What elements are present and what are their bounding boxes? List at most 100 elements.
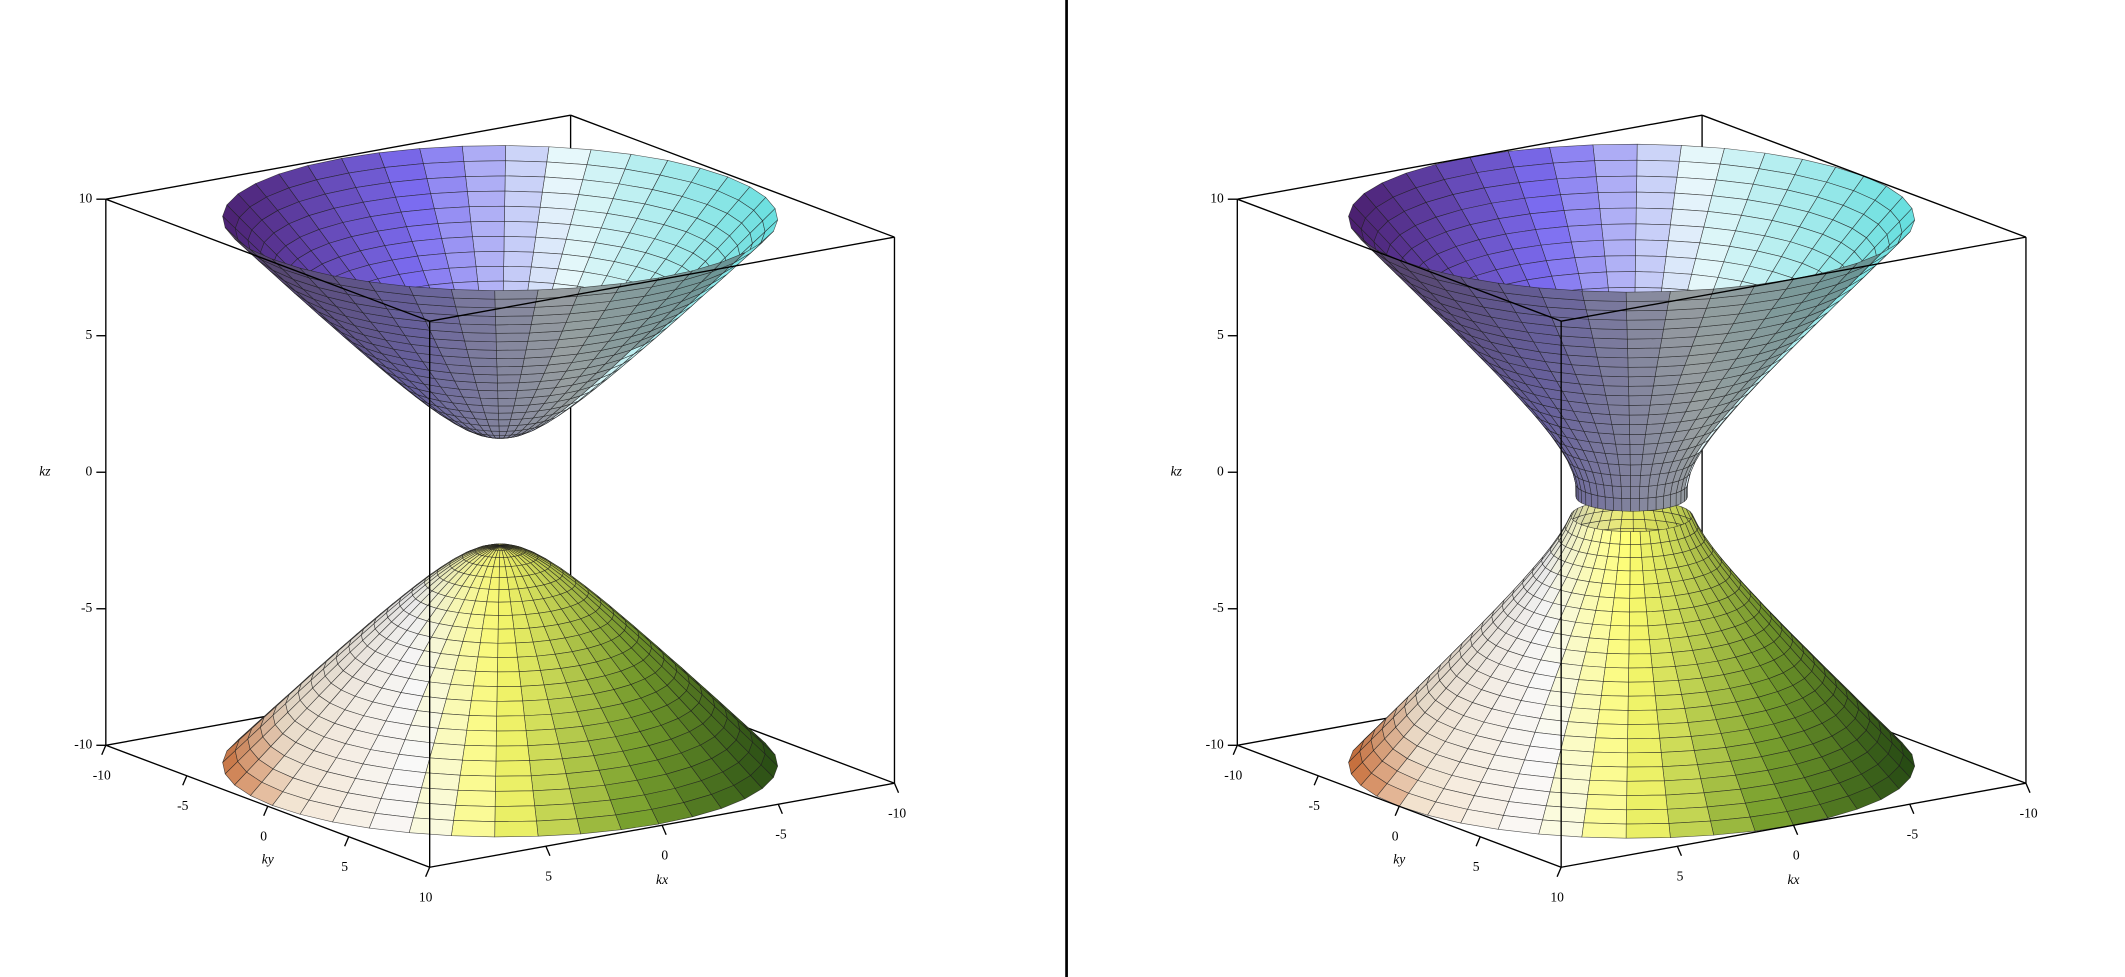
y-tick-label: -10	[1224, 768, 1242, 783]
x-tick	[893, 782, 900, 793]
surface-patch	[1635, 223, 1671, 241]
surface-patch	[1629, 597, 1647, 613]
y-tick	[1556, 866, 1562, 877]
surface-patch	[451, 820, 496, 838]
surface-patch	[546, 146, 592, 165]
surface-patch	[1595, 596, 1615, 612]
surface-patch	[463, 160, 506, 177]
surface-patch	[1621, 498, 1631, 512]
y-axis-label: ky	[1393, 852, 1406, 867]
surface-patch	[1642, 443, 1659, 455]
surface-patch	[1661, 272, 1692, 291]
surface-patch	[1628, 404, 1651, 416]
box-edge	[570, 114, 895, 238]
surface-patch	[1563, 208, 1602, 227]
surface-patch	[1605, 394, 1630, 406]
surface-patch	[486, 419, 500, 427]
surface-patch	[1680, 488, 1685, 504]
surface-patch	[498, 425, 510, 432]
surface-patch	[1643, 583, 1661, 599]
surface-patch	[1625, 808, 1670, 825]
surface-patch	[504, 160, 548, 178]
surface-patch	[1595, 723, 1629, 740]
surface-patch	[1619, 531, 1631, 545]
z-tick-label: 0	[1217, 463, 1224, 478]
surface-patch	[504, 190, 543, 208]
surface-patch	[520, 684, 549, 702]
surface-patch	[1583, 808, 1627, 825]
surface-patch	[498, 601, 513, 616]
surface-patch	[1675, 490, 1682, 506]
surface-patch	[1651, 666, 1679, 683]
surface-patch	[1674, 663, 1703, 681]
surface-patch	[1589, 765, 1628, 782]
surface-patch	[1608, 625, 1630, 641]
surface-patch	[477, 389, 499, 399]
surface-patch	[497, 405, 515, 414]
surface-patch	[468, 357, 498, 368]
surface-patch	[1588, 318, 1628, 330]
surface-patch	[479, 397, 499, 407]
surface-patch	[1626, 319, 1666, 330]
surface-patch	[1590, 328, 1628, 340]
surface-patch	[461, 145, 506, 162]
surface-patch	[1567, 707, 1600, 725]
surface	[222, 145, 778, 838]
surface-patch	[470, 365, 498, 376]
surface-patch	[479, 628, 499, 644]
surface-patch	[1678, 145, 1725, 165]
y-tick-label: 0	[1392, 829, 1399, 844]
y-tick-label: -5	[1309, 798, 1321, 813]
y-tick-label: 10	[419, 890, 433, 905]
surface-patch	[462, 332, 497, 343]
surface-patch	[1671, 650, 1698, 667]
surface-patch	[1647, 496, 1657, 511]
surface-patch	[1627, 723, 1660, 740]
surface-patch	[468, 700, 498, 717]
surface-patch	[1588, 623, 1611, 640]
surface-patch	[1620, 486, 1631, 499]
surface-patch	[1640, 463, 1653, 476]
surface-patch	[1556, 749, 1594, 767]
surface-patch	[1601, 375, 1629, 387]
surface-patch	[494, 820, 539, 838]
surface-patch	[1627, 695, 1657, 711]
surface-patch	[494, 805, 537, 823]
surface-patch	[1603, 667, 1629, 683]
surface-patch	[1651, 384, 1679, 396]
x-tick-label: 0	[1793, 848, 1800, 863]
surface-patch	[1553, 763, 1592, 781]
surface-patch	[537, 206, 575, 225]
surface-patch	[1578, 665, 1606, 682]
surface-patch	[1574, 255, 1607, 274]
y-axis-label: ky	[262, 852, 275, 867]
surface-patch	[1604, 496, 1614, 511]
surface-patch	[1606, 639, 1630, 655]
surface-patch	[1625, 823, 1671, 839]
surface-patch	[528, 266, 559, 284]
y-tick-label: -10	[93, 768, 111, 783]
y-tick	[101, 745, 107, 756]
surface-patch	[1669, 492, 1677, 508]
surface-patch	[433, 206, 472, 224]
surface-patch	[1635, 191, 1676, 210]
surface-patch	[1629, 424, 1648, 435]
surface-patch	[1626, 766, 1665, 782]
surface-patch	[497, 382, 520, 392]
surface-patch	[496, 700, 525, 717]
surface-patch	[1648, 403, 1672, 416]
surface-patch	[503, 251, 534, 268]
surface-patch	[1549, 144, 1595, 164]
surface-patch	[457, 774, 496, 792]
surface-patch	[495, 775, 534, 792]
surface-patch	[498, 430, 508, 436]
surface-patch	[1653, 680, 1682, 697]
surface-patch	[1596, 356, 1629, 368]
surface-patch	[1618, 464, 1631, 476]
surface-patch	[1645, 423, 1665, 435]
surface-patch	[466, 349, 497, 359]
surface-patch	[425, 757, 463, 776]
x-tick	[1792, 824, 1799, 835]
surface-patch	[1598, 582, 1617, 599]
surface-patch	[543, 682, 573, 700]
